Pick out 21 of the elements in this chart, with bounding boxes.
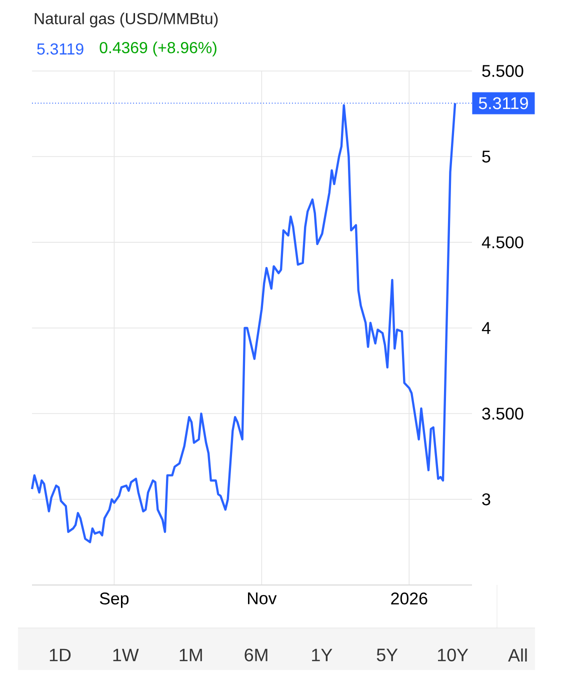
- y-tick-label: 3.500: [482, 408, 524, 420]
- text: 5Y: [376, 648, 398, 662]
- x-tick-label: Nov: [248, 592, 277, 604]
- text: 1Y: [312, 648, 332, 662]
- text: 6M: [244, 648, 268, 662]
- y-tick-label: 4: [482, 322, 490, 334]
- text: 1D: [50, 648, 71, 662]
- ref-line-label: 5.3119: [478, 97, 528, 110]
- y-tick-label: 5.500: [482, 64, 524, 77]
- y-tick-label: 3: [482, 493, 490, 506]
- text: 10Y: [438, 648, 468, 662]
- y-tick-label: 5: [482, 150, 490, 163]
- text: All: [508, 648, 527, 662]
- x-tick-label: Sep: [100, 592, 129, 608]
- text: 0.4369 (+8.96%): [100, 42, 216, 56]
- chart-subtitle: 5.3119: [37, 43, 84, 55]
- chart-title: Natural gas (USD/MMBtu): [34, 12, 218, 28]
- y-tick-label: 4.500: [482, 236, 524, 248]
- text: 1W: [113, 648, 139, 662]
- text: 1M: [180, 648, 202, 662]
- x-tick-label: 2026: [391, 592, 428, 605]
